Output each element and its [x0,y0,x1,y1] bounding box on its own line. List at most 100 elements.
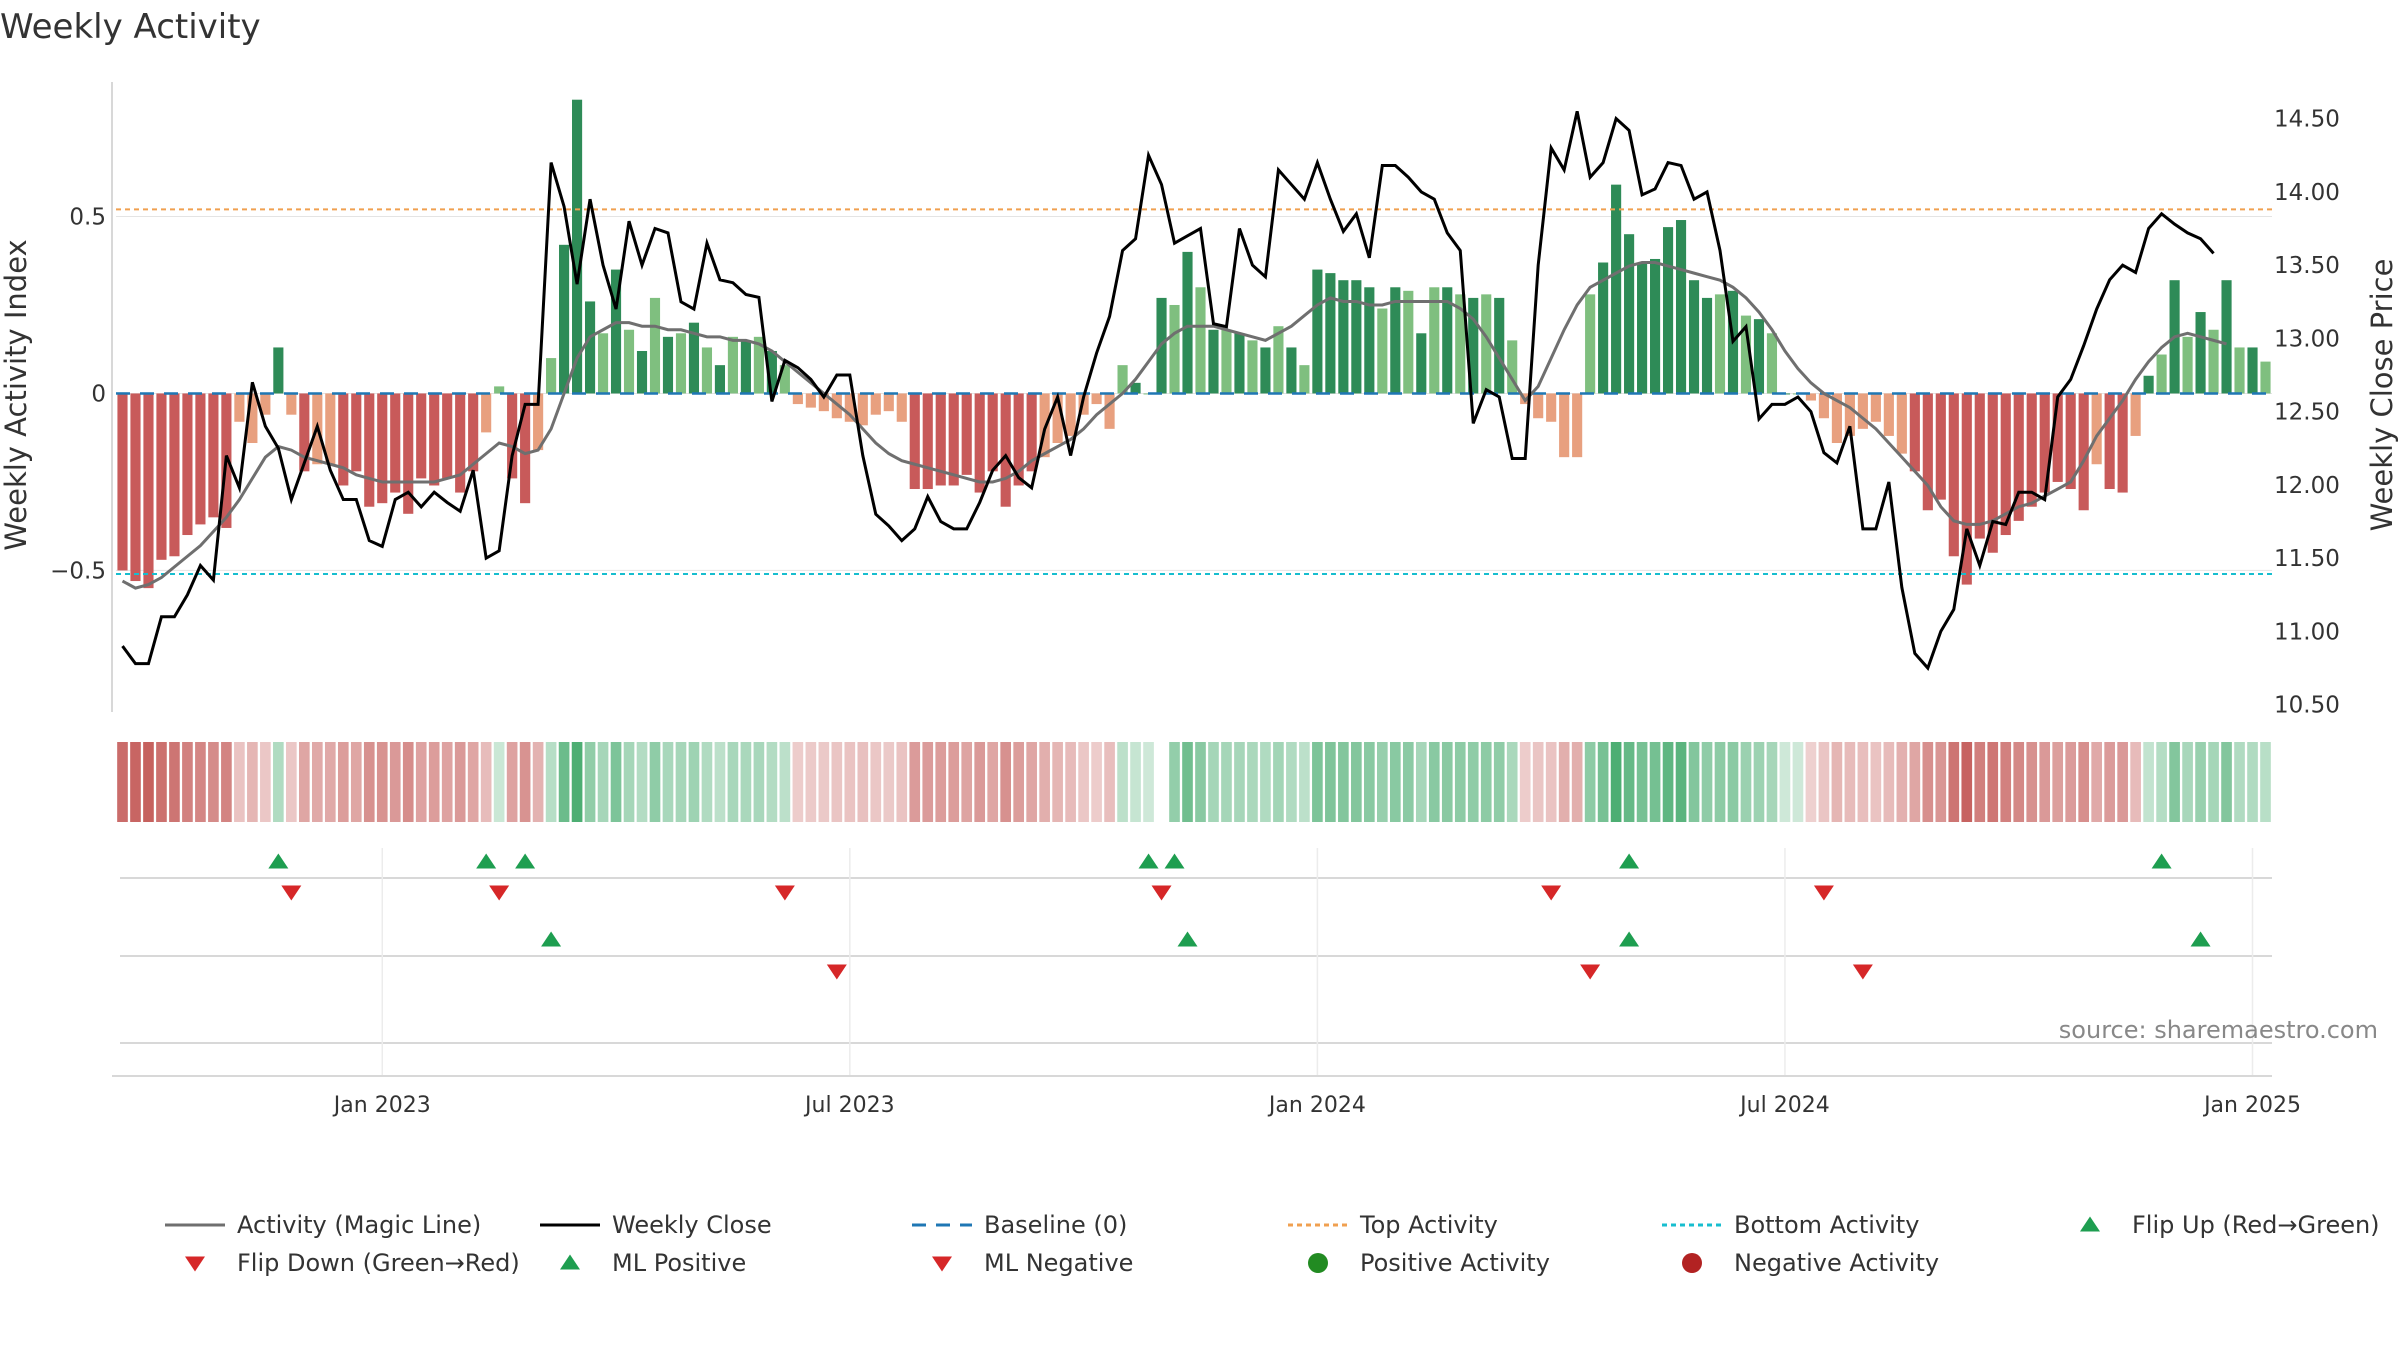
activity-bar [208,393,219,518]
activity-bar [1818,393,1829,419]
activity-bar [844,393,855,422]
y-tick-label: 0.5 [69,204,106,230]
weekly-close-series [121,110,2215,671]
activity-bar [2078,393,2089,511]
x-tick-label: Jul 2023 [803,1093,895,1118]
activity-bar [533,393,544,451]
activity-tile [805,742,817,822]
activity-bar [507,393,518,479]
ml-positive-marker [1177,931,1198,947]
legend-item: Flip Down (Green→Red) [185,1249,520,1277]
activity-bar [1390,287,1401,394]
activity-tile [792,742,804,822]
activity-bar [1585,294,1596,394]
main-panel: 0.5 0 −0.5 14.50 14.00 13.50 13.00 12.50 12.00 11… [50,82,2340,719]
activity-bar [1844,393,1855,436]
y-tick-label: 0 [91,381,106,407]
flip-up-marker [476,853,497,869]
activity-tile [1039,742,1050,822]
activity-tile [1454,742,1466,822]
source-credit: source: sharemaestro.com [2059,1016,2378,1044]
activity-tile [1402,742,1414,822]
activity-tile [428,742,440,822]
activity-tile [1467,742,1479,822]
flip-down-marker [774,885,795,901]
activity-tile [1961,742,1973,822]
activity-tile [649,742,661,822]
y2-tick-label: 12.50 [2274,400,2340,426]
activity-tile [2182,742,2193,822]
activity-tile [2221,742,2232,822]
activity-bar [455,393,466,493]
activity-tile [1065,742,1076,822]
activity-bar [1494,297,1505,394]
activity-tile [1948,742,1960,822]
activity-tile [2078,742,2089,822]
activity-tile [766,742,778,822]
activity-bar [740,340,751,394]
ml-negative-marker [1852,964,1873,980]
activity-bar [1013,393,1024,486]
activity-tile [480,742,492,822]
activity-tile [844,742,856,822]
x-axis: Jan 2023 Jul 2023 Jan 2024 Jul 2024 Jan 2025… [112,1075,2301,1118]
activity-bar [1468,297,1479,394]
activity-bar [351,393,362,472]
y2-tick-label: 13.00 [2274,326,2340,352]
legend-label: ML Negative [984,1249,1133,1277]
activity-tile [1247,742,1258,822]
activity-bar [1909,393,1920,472]
legend-up-marker [2080,1216,2100,1232]
activity-bar [429,393,440,486]
activity-bar [1740,315,1752,394]
activity-bar [2104,393,2115,490]
activity-tile [247,742,258,822]
activity-tile [701,742,713,822]
activity-tile [1844,742,1856,822]
activity-tile [1974,742,1986,822]
activity-tile [1675,742,1687,822]
activity-tile [2169,742,2180,822]
activity-tile [740,742,752,822]
activity-bar [1507,340,1518,394]
legend-item: Negative Activity [1682,1249,1939,1277]
activity-bar [1364,287,1375,394]
activity-tile [260,742,271,822]
activity-tile [1389,742,1401,822]
activity-bar [234,393,245,422]
flip-up-marker [1138,853,1159,869]
activity-tile [1195,742,1206,822]
flip-up-marker [1619,853,1640,869]
activity-bar [1442,287,1453,394]
activity-bar [169,393,180,557]
activity-tile [1688,742,1700,822]
activity-bar [2182,336,2193,394]
y2-tick-label: 10.50 [2274,693,2340,719]
activity-tile [1883,742,1895,822]
legend-label: Top Activity [1359,1211,1498,1239]
activity-tile [1896,742,1908,822]
activity-bar [2247,347,2258,394]
activity-tile [1234,742,1245,822]
activity-tile [961,742,973,822]
legend-item: Activity (Magic Line) [165,1211,481,1239]
activity-tile [1922,742,1934,822]
activity-bar [2130,393,2141,436]
activity-bar [1234,333,1245,394]
activity-tile [1260,742,1271,822]
activity-tile [1286,742,1297,822]
activity-bar [1598,262,1609,394]
activity-tile [286,742,297,822]
activity-tile [662,742,674,822]
legend-label: Activity (Magic Line) [237,1211,481,1239]
activity-bar [2000,393,2011,536]
activity-bar [857,393,868,426]
legend-label: Negative Activity [1734,1249,1939,1277]
activity-tile [1325,742,1336,822]
activity-tile [857,742,869,822]
activity-bar [2143,375,2154,394]
activity-tile [1753,742,1765,822]
activity-tile [117,742,128,822]
activity-tile [2208,742,2219,822]
legend-item: ML Positive [560,1249,746,1277]
